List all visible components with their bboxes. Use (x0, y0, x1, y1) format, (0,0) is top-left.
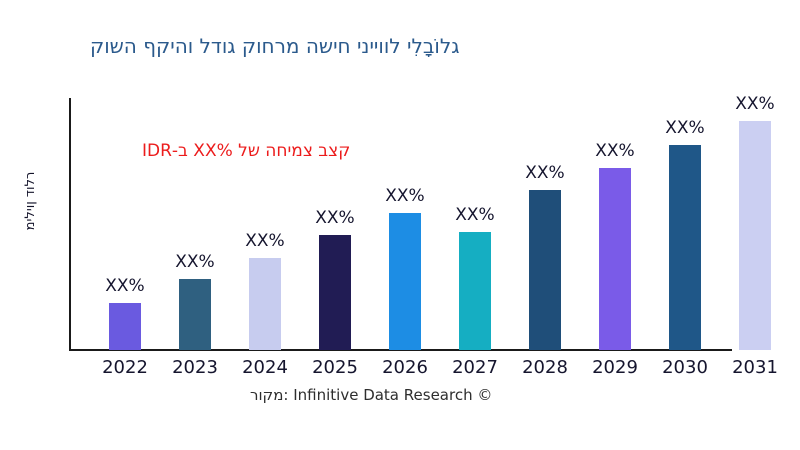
bar-2024 (249, 258, 281, 350)
bar-2031 (739, 121, 771, 350)
x-axis-line (69, 349, 732, 351)
x-tick-label-2030: 2030 (662, 357, 708, 378)
bar-value-label-2029: XX% (595, 141, 635, 161)
bar-2030 (669, 145, 701, 350)
chart-title: גלוֹבָלִי לווייני חישה מרחוק גודל והיקף … (90, 34, 460, 58)
x-tick-label-2029: 2029 (592, 357, 638, 378)
growth-rate-annotation: קצב צמיחה של %XX ב-IDR (142, 141, 351, 161)
bar-value-label-2030: XX% (665, 118, 705, 138)
bar-2026 (389, 213, 421, 350)
x-tick-label-2027: 2027 (452, 357, 498, 378)
x-tick-label-2028: 2028 (522, 357, 568, 378)
y-axis-label: מיליון דולר (23, 171, 38, 231)
bar-value-label-2023: XX% (175, 252, 215, 272)
x-tick-label-2031: 2031 (732, 357, 778, 378)
bar-2022 (109, 303, 141, 350)
bar-2023 (179, 279, 211, 350)
bar-value-label-2027: XX% (455, 205, 495, 225)
source-note: מקור: Infinitive Data Research © (250, 386, 493, 404)
bar-2028 (529, 190, 561, 350)
bar-2025 (319, 235, 351, 350)
x-tick-label-2025: 2025 (312, 357, 358, 378)
x-tick-label-2026: 2026 (382, 357, 428, 378)
bar-value-label-2028: XX% (525, 163, 565, 183)
x-tick-label-2022: 2022 (102, 357, 148, 378)
x-tick-label-2024: 2024 (242, 357, 288, 378)
bar-value-label-2022: XX% (105, 276, 145, 296)
y-axis-line (69, 98, 71, 351)
bar-value-label-2024: XX% (245, 231, 285, 251)
bar-value-label-2026: XX% (385, 186, 425, 206)
bar-2029 (599, 168, 631, 350)
bar-value-label-2025: XX% (315, 208, 355, 228)
bar-value-label-2031: XX% (735, 94, 775, 114)
x-tick-label-2023: 2023 (172, 357, 218, 378)
bar-2027 (459, 232, 491, 350)
